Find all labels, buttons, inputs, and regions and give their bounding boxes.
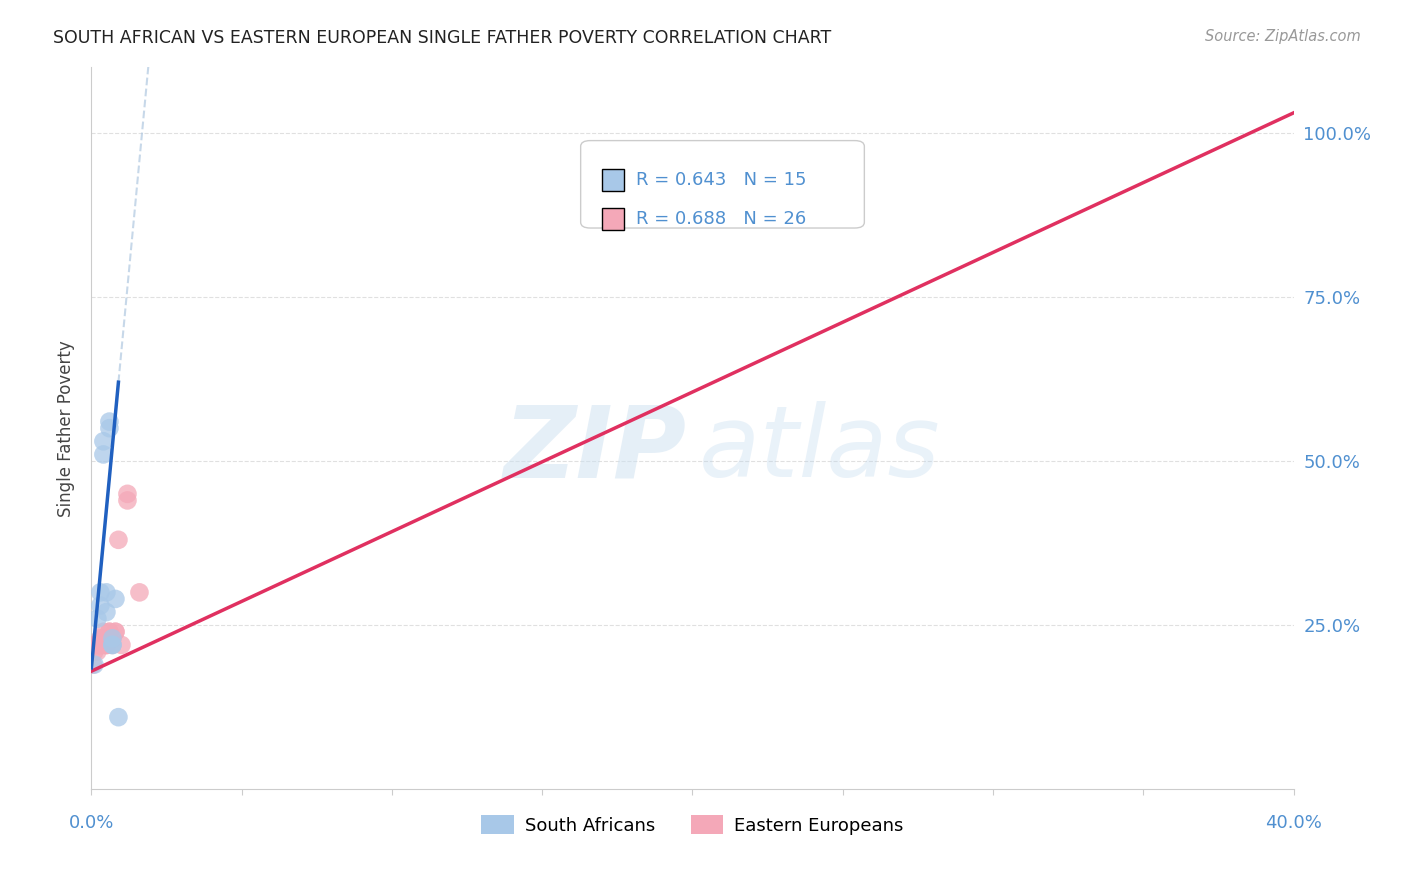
Point: [82, 657, 104, 672]
Point: [110, 638, 132, 652]
Point: [104, 624, 127, 639]
Text: R = 0.688   N = 26: R = 0.688 N = 26: [636, 211, 806, 228]
Point: [107, 533, 129, 547]
Point: [101, 632, 124, 646]
Point: [93, 632, 115, 646]
Point: [96, 638, 118, 652]
Point: [89, 585, 111, 599]
Point: [86, 638, 108, 652]
Point: [117, 487, 139, 501]
FancyBboxPatch shape: [581, 141, 865, 228]
Point: [93, 447, 115, 461]
Point: [96, 638, 118, 652]
Text: atlas: atlas: [699, 401, 941, 499]
Text: Source: ZipAtlas.com: Source: ZipAtlas.com: [1205, 29, 1361, 44]
Point: [101, 638, 124, 652]
Point: [89, 638, 111, 652]
Point: [98, 421, 121, 435]
Point: [93, 638, 115, 652]
Point: [98, 415, 121, 429]
Point: [107, 710, 129, 724]
Point: [86, 638, 108, 652]
Point: [93, 434, 115, 449]
Y-axis label: Single Father Poverty: Single Father Poverty: [58, 340, 76, 516]
Point: [89, 599, 111, 613]
Point: [101, 638, 124, 652]
Point: [83, 657, 105, 672]
Legend: South Africans, Eastern Europeans: South Africans, Eastern Europeans: [474, 808, 911, 842]
Point: [98, 624, 121, 639]
Point: [117, 493, 139, 508]
Point: [86, 612, 108, 626]
FancyBboxPatch shape: [602, 209, 624, 230]
Text: R = 0.643   N = 15: R = 0.643 N = 15: [636, 170, 807, 189]
Point: [128, 585, 150, 599]
FancyBboxPatch shape: [602, 169, 624, 191]
Text: 40.0%: 40.0%: [1265, 814, 1322, 832]
Point: [104, 591, 127, 606]
Point: [93, 624, 115, 639]
Text: ZIP: ZIP: [503, 401, 686, 499]
Point: [96, 638, 118, 652]
Point: [89, 632, 111, 646]
Point: [101, 638, 124, 652]
Point: [96, 585, 118, 599]
Point: [89, 638, 111, 652]
Point: [98, 624, 121, 639]
Point: [96, 605, 118, 619]
Text: 0.0%: 0.0%: [69, 814, 114, 832]
Point: [83, 638, 105, 652]
Text: SOUTH AFRICAN VS EASTERN EUROPEAN SINGLE FATHER POVERTY CORRELATION CHART: SOUTH AFRICAN VS EASTERN EUROPEAN SINGLE…: [53, 29, 832, 46]
Point: [104, 624, 127, 639]
Point: [101, 632, 124, 646]
Point: [86, 644, 108, 658]
Point: [83, 644, 105, 658]
